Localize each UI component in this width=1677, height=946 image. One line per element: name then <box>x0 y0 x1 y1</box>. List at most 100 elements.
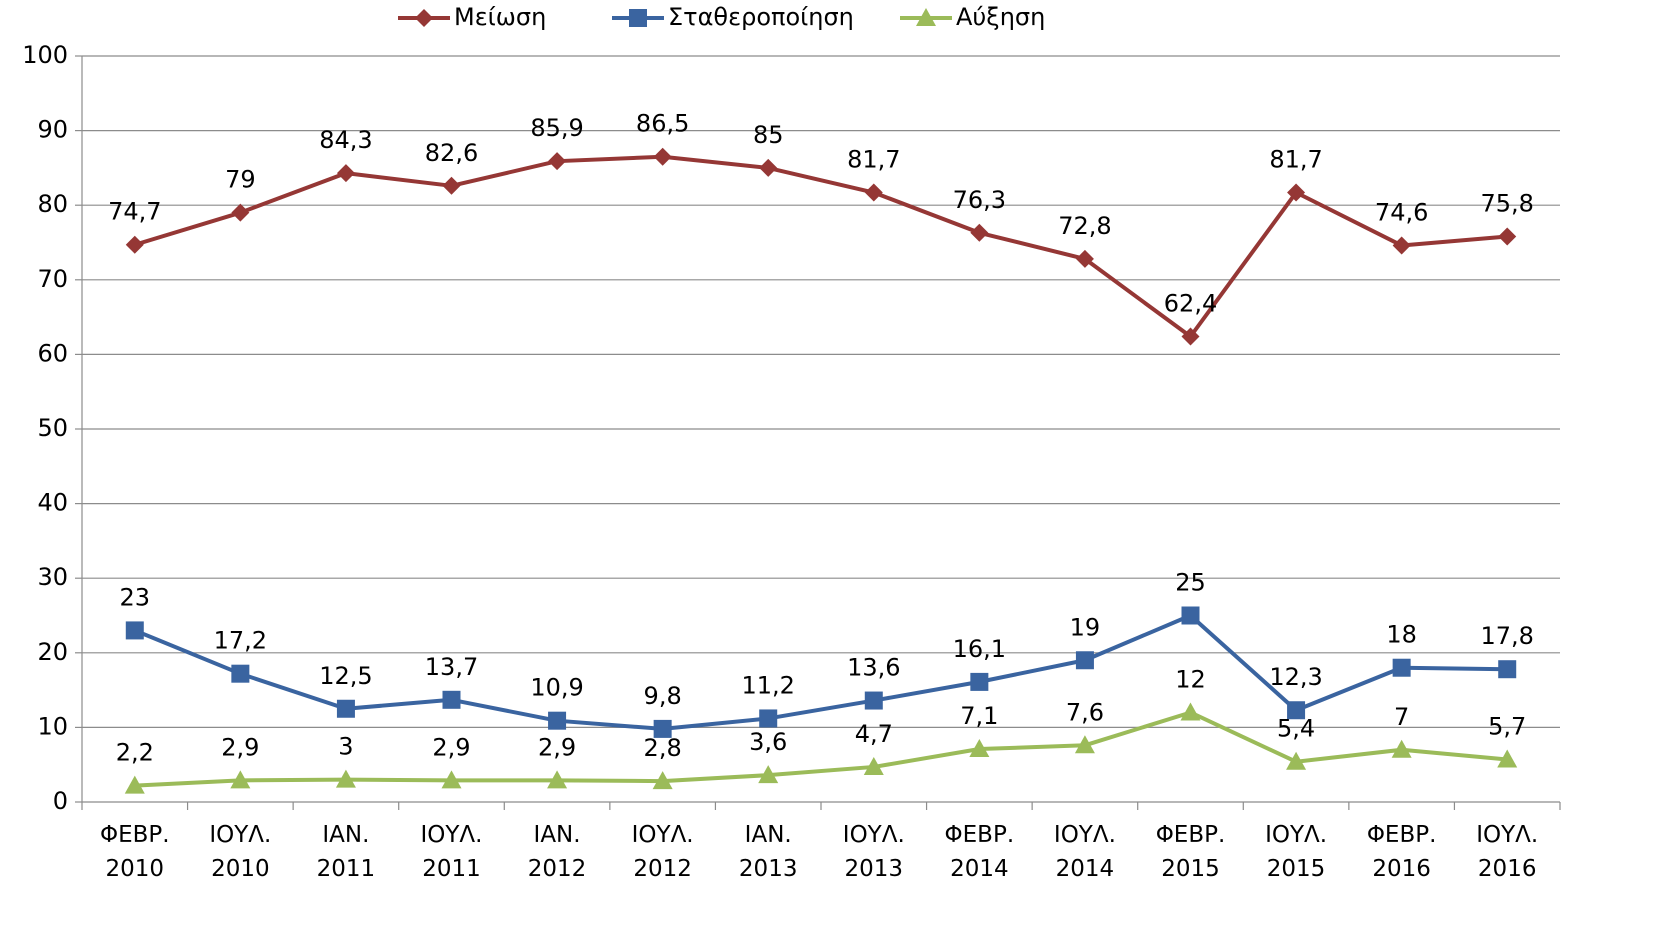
data-point <box>1180 702 1201 721</box>
data-label: 85 <box>753 121 784 149</box>
data-point <box>125 235 144 254</box>
data-label: 74,7 <box>108 198 161 226</box>
legend-marker <box>916 8 936 26</box>
data-label: 62,4 <box>1164 289 1217 317</box>
data-point <box>863 756 884 775</box>
data-label: 18 <box>1386 621 1417 649</box>
data-label: 2,8 <box>644 734 682 762</box>
x-tick-label: ΙΟΥΛ. 2011 <box>420 822 483 882</box>
y-tick-label: 100 <box>22 41 68 69</box>
data-label: 2,9 <box>432 733 470 761</box>
data-point <box>1286 751 1307 770</box>
data-point <box>970 672 989 691</box>
data-point <box>652 771 673 790</box>
x-tick-label: ΙΑΝ. 2011 <box>316 822 376 882</box>
x-tick-label: ΦΕΒΡ. 2010 <box>99 822 170 882</box>
data-label: 12,5 <box>319 662 372 690</box>
data-label: 10,9 <box>530 674 583 702</box>
data-point <box>1498 660 1517 679</box>
series-line <box>134 710 1508 788</box>
data-point <box>336 699 355 718</box>
data-point <box>1181 606 1200 625</box>
data-point <box>969 739 990 758</box>
data-point <box>1075 249 1094 268</box>
data-label: 17,8 <box>1480 622 1533 650</box>
data-point <box>758 765 779 784</box>
data-label: 75,8 <box>1480 190 1533 218</box>
data-label: 85,9 <box>530 114 583 142</box>
data-point <box>1181 327 1200 346</box>
data-label: 7 <box>1394 703 1409 731</box>
data-label: 12 <box>1175 665 1206 693</box>
data-label: 2,9 <box>538 733 576 761</box>
data-label: 86,5 <box>636 110 689 138</box>
data-point <box>336 164 355 183</box>
data-point <box>759 158 778 177</box>
data-point <box>1392 658 1411 677</box>
data-point <box>1498 227 1517 246</box>
data-point <box>124 775 145 794</box>
data-point <box>231 203 250 222</box>
series-line <box>134 613 1508 731</box>
data-point <box>548 711 567 730</box>
y-tick-label: 60 <box>37 339 68 367</box>
x-tick-label: ΙΟΥΛ. 2016 <box>1476 822 1539 882</box>
data-label: 2,2 <box>116 739 154 767</box>
y-tick-label: 70 <box>37 265 68 293</box>
data-label: 2,9 <box>221 733 259 761</box>
legend-label: Μείωση <box>454 3 546 31</box>
data-label: 81,7 <box>1269 146 1322 174</box>
data-label: 13,7 <box>425 653 478 681</box>
y-tick-label: 80 <box>37 190 68 218</box>
data-point <box>1391 739 1412 758</box>
data-point <box>548 152 567 171</box>
data-label: 3,6 <box>749 728 787 756</box>
data-point <box>864 183 883 202</box>
x-tick-label: ΙΟΥΛ. 2014 <box>1053 822 1116 882</box>
data-label: 81,7 <box>847 146 900 174</box>
y-tick-label: 20 <box>37 638 68 666</box>
data-label: 7,6 <box>1066 698 1104 726</box>
data-point <box>1074 735 1095 754</box>
data-point <box>970 223 989 242</box>
y-tick-label: 90 <box>37 116 68 144</box>
data-label: 17,2 <box>214 627 267 655</box>
legend-marker <box>629 9 647 27</box>
data-point <box>231 664 250 683</box>
data-point <box>1392 236 1411 255</box>
y-tick-label: 50 <box>37 414 68 442</box>
legend-marker <box>415 9 433 27</box>
data-label: 82,6 <box>425 139 478 167</box>
x-tick-label: ΦΕΒΡ. 2016 <box>1366 822 1437 882</box>
y-tick-label: 0 <box>53 787 68 815</box>
data-point <box>125 621 144 640</box>
data-point <box>1287 701 1306 720</box>
data-label: 13,6 <box>847 654 900 682</box>
y-tick-label: 30 <box>37 563 68 591</box>
data-label: 74,6 <box>1375 198 1428 226</box>
data-point <box>653 719 672 738</box>
legend-label: Αύξηση <box>956 3 1045 31</box>
data-point <box>1075 651 1094 670</box>
data-point <box>1497 749 1518 768</box>
x-tick-label: ΙΟΥΛ. 2012 <box>631 822 694 882</box>
data-label: 72,8 <box>1058 212 1111 240</box>
x-tick-label: ΙΑΝ. 2012 <box>527 822 587 882</box>
x-tick-label: ΙΟΥΛ. 2010 <box>209 822 272 882</box>
data-label: 84,3 <box>319 126 372 154</box>
data-label: 4,7 <box>855 720 893 748</box>
data-label: 5,7 <box>1488 712 1526 740</box>
data-label: 12,3 <box>1269 663 1322 691</box>
data-label: 19 <box>1070 613 1101 641</box>
legend-label: Σταθεροποίηση <box>668 3 854 31</box>
y-tick-label: 40 <box>37 489 68 517</box>
x-tick-label: ΙΟΥΛ. 2015 <box>1265 822 1328 882</box>
x-tick-label: ΙΑΝ. 2013 <box>738 822 798 882</box>
data-label: 25 <box>1175 569 1206 597</box>
data-point <box>335 769 356 788</box>
data-label: 9,8 <box>644 682 682 710</box>
x-tick-label: ΦΕΒΡ. 2015 <box>1155 822 1226 882</box>
data-label: 16,1 <box>953 635 1006 663</box>
